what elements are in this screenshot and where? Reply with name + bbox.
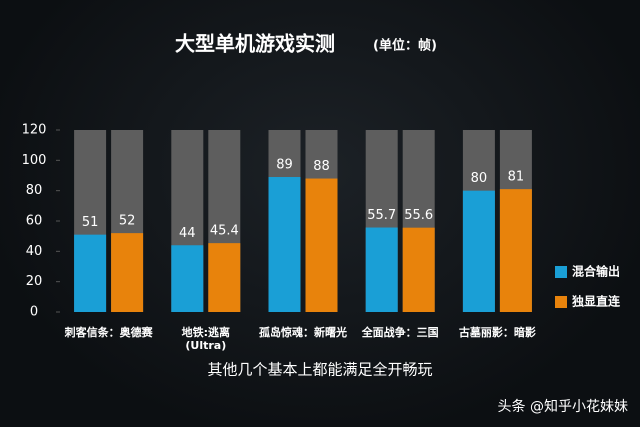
legend-label: 混合输出 — [572, 264, 620, 279]
bar — [268, 177, 301, 312]
value-label: 81 — [508, 170, 525, 185]
value-label: 88 — [313, 159, 330, 174]
value-label: 51 — [82, 215, 99, 230]
value-label: 80 — [471, 171, 488, 186]
bar — [365, 227, 398, 312]
x-tick-label: 古墓丽影：暗影 — [458, 326, 536, 339]
chart-subtitle: (单位：帧) — [373, 38, 437, 54]
x-tick-label: 全面战争：三国 — [361, 326, 439, 339]
value-label: 44 — [179, 226, 196, 241]
x-tick-label: 地铁:逃离 (Ultra) — [181, 326, 230, 352]
y-tick-label: 80 — [26, 183, 43, 198]
value-label: 55.7 — [367, 208, 396, 223]
value-label: 89 — [276, 158, 293, 173]
y-tick-label: 40 — [26, 244, 43, 259]
bar — [208, 243, 241, 312]
legend-label: 独显直连 — [571, 294, 621, 309]
caption: 其他几个基本上都能满足全开畅玩 — [207, 361, 432, 379]
legend-swatch — [555, 266, 567, 278]
value-label: 55.6 — [404, 208, 433, 223]
bar — [462, 190, 495, 312]
bar — [499, 189, 532, 312]
y-tick-label: 100 — [22, 153, 47, 168]
value-label: 52 — [119, 214, 136, 229]
bar — [402, 227, 435, 312]
x-tick-label: 孤岛惊魂：新曙光 — [259, 326, 347, 339]
y-tick-label: 120 — [22, 123, 47, 138]
value-label: 45.4 — [210, 224, 239, 239]
x-tick-label: 刺客信条：奥德赛 — [64, 326, 153, 339]
y-tick-label: 0 — [30, 305, 38, 320]
bar — [171, 245, 204, 312]
chart-title: 大型单机游戏实测 — [175, 32, 335, 56]
legend-swatch — [555, 296, 567, 308]
y-tick-label: 20 — [26, 274, 43, 289]
bar — [74, 234, 107, 312]
watermark: 头条 @知乎小花妹妹 — [498, 398, 628, 415]
bar — [111, 233, 144, 312]
y-tick-label: 60 — [26, 214, 43, 229]
bar — [305, 178, 338, 312]
